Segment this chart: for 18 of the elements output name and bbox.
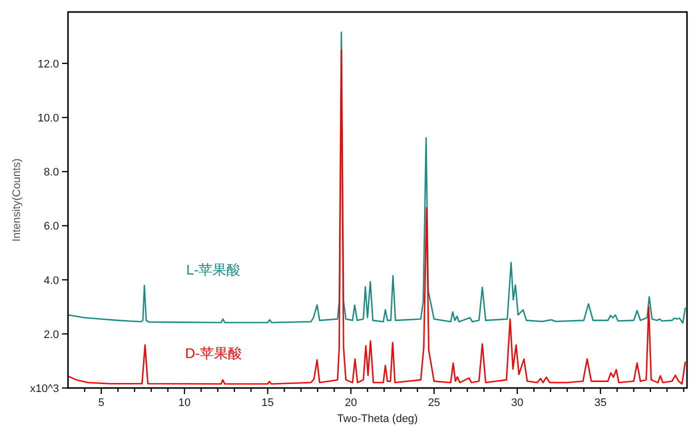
y-tick-label: x10^3: [30, 383, 59, 395]
y-tick-label: 6.0: [44, 220, 59, 233]
x-tick-label: 25: [428, 397, 440, 409]
y-tick-label: 10.0: [38, 112, 59, 124]
x-tick-label: 35: [594, 397, 607, 409]
y-axis-title: Intensity(Counts): [11, 158, 23, 242]
series-label: D-苹果酸: [185, 344, 242, 361]
y-tick-label: 12.0: [38, 58, 59, 70]
x-axis-title: Two-Theta (deg): [337, 413, 418, 425]
y-tick-label: 2.0: [44, 328, 59, 341]
y-tick-label: 8.0: [44, 166, 59, 179]
x-tick-label: 15: [262, 397, 274, 409]
x-tick-label: 5: [98, 397, 104, 409]
text: L-苹果酸: [186, 262, 241, 278]
x-tick-label: 10: [178, 397, 191, 409]
x-tick-label: 20: [344, 397, 357, 409]
y-tick-label: 4.0: [44, 274, 59, 287]
x-tick-label: 30: [511, 397, 524, 409]
